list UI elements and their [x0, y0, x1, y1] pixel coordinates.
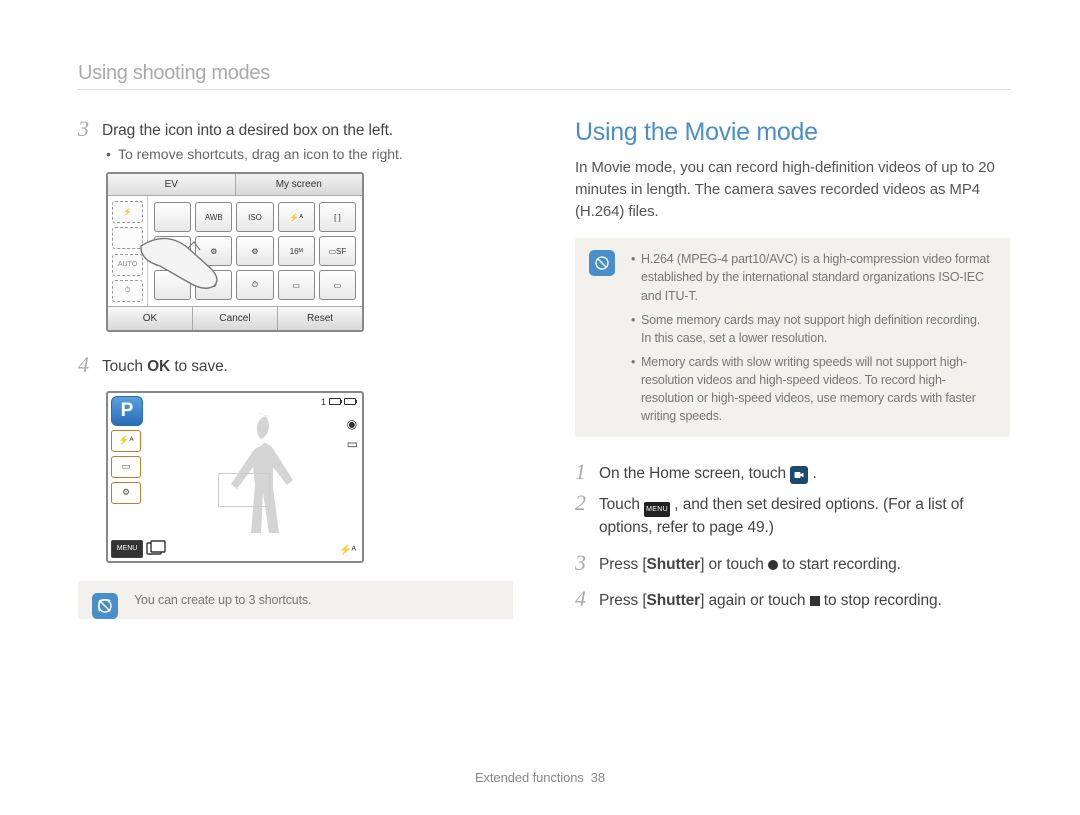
- myscreen-screenshot: EV My screen ⚡ AUTO ⏱ AWB ISO ⚡ᴬ: [106, 172, 364, 332]
- tab-myscreen: My screen: [236, 174, 363, 196]
- ok-symbol: OK: [147, 358, 170, 375]
- shutter-label: Shutter: [647, 556, 701, 573]
- chapter-header: Using shooting modes: [78, 62, 1010, 85]
- gallery-icon: [146, 540, 166, 558]
- step-2: 2 Touch MENU , and then set desired opti…: [575, 492, 1010, 540]
- slot: ⚡: [112, 201, 143, 223]
- step-text: Touch OK to save.: [102, 354, 228, 378]
- step-text: Drag the icon into a desired box on the …: [102, 118, 393, 142]
- info-icon: [589, 250, 615, 276]
- step-number: 4: [78, 354, 92, 378]
- side-icon: ▭: [111, 456, 141, 478]
- record-icon: [768, 560, 778, 570]
- menu-icon: MENU: [644, 502, 670, 517]
- grid-icon: ⚡ᴬ: [278, 202, 315, 232]
- preview-screenshot: P ⚡ᴬ ▭ ⚙ MENU 1 ◉ ▭: [106, 391, 364, 563]
- divider: [78, 89, 1010, 90]
- shot-count: 1: [321, 397, 326, 407]
- shutter-label: Shutter: [647, 592, 701, 609]
- step-number: 3: [78, 118, 92, 142]
- grid-icon: [154, 202, 191, 232]
- grid-icon: 16ᴹ: [278, 236, 315, 266]
- info-bullet: Memory cards with slow writing speeds wi…: [631, 353, 992, 426]
- columns: 3 Drag the icon into a desired box on th…: [78, 118, 1010, 619]
- step-1: 1 On the Home screen, touch .: [575, 461, 1010, 485]
- left-column: 3 Drag the icon into a desired box on th…: [78, 118, 513, 619]
- step-text: Press [Shutter] or touch to start record…: [599, 552, 901, 576]
- grid-icon: ▭: [278, 270, 315, 300]
- section-title: Using the Movie mode: [575, 118, 1010, 147]
- stop-icon: [810, 596, 820, 606]
- step-number: 2: [575, 492, 589, 540]
- right-status-icons: ◉ ▭: [347, 417, 358, 451]
- movie-mode-icon: [790, 466, 808, 484]
- step-text: On the Home screen, touch .: [599, 461, 817, 485]
- tab-ev: EV: [108, 174, 236, 196]
- step-number: 4: [575, 588, 589, 612]
- info-bullet: H.264 (MPEG-4 part10/AVC) is a high-comp…: [631, 250, 992, 304]
- menu-button: MENU: [111, 540, 143, 558]
- step-3-bullet: To remove shortcuts, drag an icon to the…: [106, 146, 513, 162]
- info-box: H.264 (MPEG-4 part10/AVC) is a high-comp…: [575, 238, 1010, 437]
- battery-icon: [329, 398, 341, 405]
- note-text: You can create up to 3 shortcuts.: [134, 593, 495, 607]
- side-icon: ⚙: [111, 482, 141, 504]
- step-3: 3 Press [Shutter] or touch to start reco…: [575, 552, 1010, 576]
- shortcut-note: You can create up to 3 shortcuts.: [78, 581, 513, 619]
- cancel-button: Cancel: [193, 307, 278, 330]
- page: Using shooting modes 3 Drag the icon int…: [0, 0, 1080, 659]
- intro-text: In Movie mode, you can record high-defin…: [575, 157, 1010, 222]
- grid-icon: [ ]: [319, 202, 356, 232]
- p-mode-badge: P: [111, 396, 143, 426]
- step-number: 1: [575, 461, 589, 485]
- grid-icon: AWB: [195, 202, 232, 232]
- info-icon: [92, 593, 118, 619]
- finger-drag-illustration: [136, 232, 226, 292]
- grid-icon: ⚙: [236, 236, 273, 266]
- focus-frame: [218, 473, 270, 507]
- step-text: Touch MENU , and then set desired option…: [599, 492, 1010, 540]
- right-column: Using the Movie mode In Movie mode, you …: [575, 118, 1010, 619]
- ok-button: OK: [108, 307, 193, 330]
- flash-indicator: ⚡ᴬ: [339, 545, 356, 556]
- side-icon: ⚡ᴬ: [111, 430, 141, 452]
- page-footer: Extended functions 38: [0, 770, 1080, 785]
- step-3: 3 Drag the icon into a desired box on th…: [78, 118, 513, 142]
- grid-icon: ⏱: [236, 270, 273, 300]
- battery-icon: [344, 398, 356, 405]
- reset-button: Reset: [278, 307, 362, 330]
- step-4: 4 Touch OK to save.: [78, 354, 513, 378]
- step-4: 4 Press [Shutter] again or touch to stop…: [575, 588, 1010, 612]
- grid-icon: ISO: [236, 202, 273, 232]
- grid-icon: ▭SF: [319, 236, 356, 266]
- info-bullet: Some memory cards may not support high d…: [631, 311, 992, 347]
- grid-icon: ▭: [319, 270, 356, 300]
- step-text: Press [Shutter] again or touch to stop r…: [599, 588, 942, 612]
- step-number: 3: [575, 552, 589, 576]
